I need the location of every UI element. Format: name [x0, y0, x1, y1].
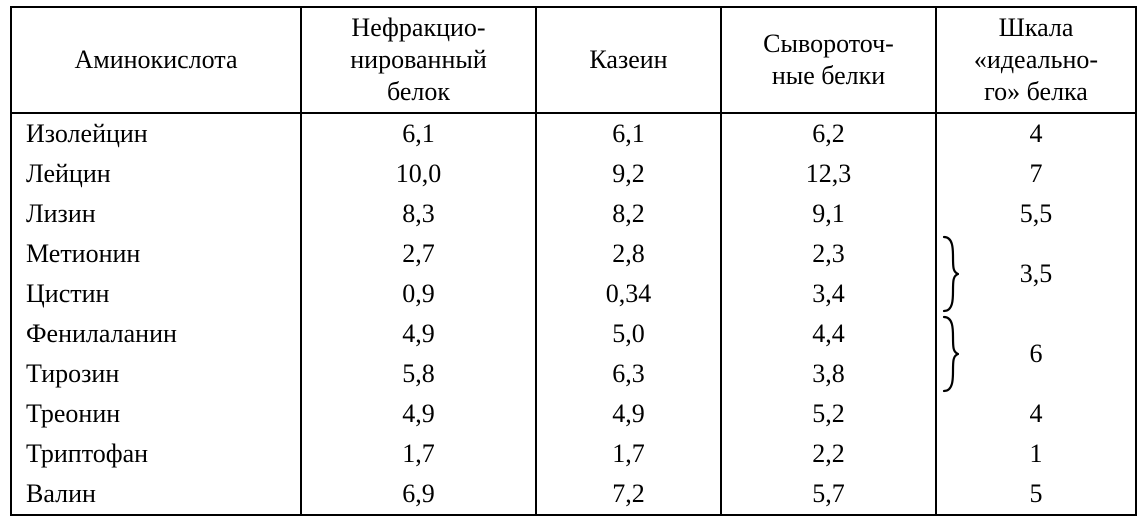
table-row: Лейцин10,09,212,37: [11, 154, 1136, 194]
cell-ideal: 4: [936, 113, 1136, 154]
col-header-casein: Казеин: [536, 7, 721, 113]
cell-ideal-value: 3,5: [977, 254, 1125, 294]
table-body: Изолейцин6,16,16,24Лейцин10,09,212,37Лиз…: [11, 113, 1136, 515]
cell-amino-name: Треонин: [11, 394, 301, 434]
table-row: Треонин4,94,95,24: [11, 394, 1136, 434]
cell-whey: 12,3: [721, 154, 936, 194]
cell-amino-name: Метионин: [11, 234, 301, 274]
cell-amino-name: Фенилаланин: [11, 314, 301, 354]
cell-casein: 8,2: [536, 194, 721, 234]
cell-whey: 2,3: [721, 234, 936, 274]
cell-unfractionated: 6,9: [301, 474, 536, 515]
brace-group: 6: [947, 314, 1125, 394]
cell-amino-name: Лейцин: [11, 154, 301, 194]
cell-whey: 4,4: [721, 314, 936, 354]
cell-whey: 2,2: [721, 434, 936, 474]
cell-whey: 5,7: [721, 474, 936, 515]
cell-unfractionated: 2,7: [301, 234, 536, 274]
cell-whey: 6,2: [721, 113, 936, 154]
table-row: Валин6,97,25,75: [11, 474, 1136, 515]
table-row: Лизин8,38,29,15,5: [11, 194, 1136, 234]
cell-whey: 3,8: [721, 354, 936, 394]
col-header-amino: Аминокислота: [11, 7, 301, 113]
cell-unfractionated: 4,9: [301, 394, 536, 434]
cell-unfractionated: 8,3: [301, 194, 536, 234]
col-header-ideal-text: Шкала«идеально-го» белка: [974, 13, 1098, 106]
cell-whey: 9,1: [721, 194, 936, 234]
cell-casein: 7,2: [536, 474, 721, 515]
amino-acid-table: Аминокислота Нефракцио-нированныйбелок К…: [10, 6, 1137, 516]
col-header-unfractionated-text: Нефракцио-нированныйбелок: [350, 13, 487, 106]
cell-amino-name: Триптофан: [11, 434, 301, 474]
cell-amino-name: Цистин: [11, 274, 301, 314]
table-row: Фенилаланин4,95,04,46: [11, 314, 1136, 354]
cell-ideal: 1: [936, 434, 1136, 474]
cell-ideal: 7: [936, 154, 1136, 194]
table-row: Триптофан1,71,72,21: [11, 434, 1136, 474]
cell-amino-name: Лизин: [11, 194, 301, 234]
cell-casein: 4,9: [536, 394, 721, 434]
col-header-whey: Сывороточ-ные белки: [721, 7, 936, 113]
table-header-row: Аминокислота Нефракцио-нированныйбелок К…: [11, 7, 1136, 113]
cell-unfractionated: 10,0: [301, 154, 536, 194]
cell-unfractionated: 6,1: [301, 113, 536, 154]
table-row: Изолейцин6,16,16,24: [11, 113, 1136, 154]
cell-whey: 3,4: [721, 274, 936, 314]
col-header-casein-text: Казеин: [589, 45, 667, 74]
cell-casein: 6,1: [536, 113, 721, 154]
cell-ideal-grouped: 6: [936, 314, 1136, 394]
cell-whey: 5,2: [721, 394, 936, 434]
table-row: Метионин2,72,82,33,5: [11, 234, 1136, 274]
curly-brace-icon: [941, 315, 959, 393]
cell-casein: 9,2: [536, 154, 721, 194]
curly-brace-icon: [941, 235, 959, 313]
cell-unfractionated: 5,8: [301, 354, 536, 394]
cell-amino-name: Тирозин: [11, 354, 301, 394]
col-header-whey-text: Сывороточ-ные белки: [763, 29, 894, 90]
cell-casein: 5,0: [536, 314, 721, 354]
brace-group: 3,5: [947, 234, 1125, 314]
cell-unfractionated: 1,7: [301, 434, 536, 474]
cell-unfractionated: 0,9: [301, 274, 536, 314]
cell-casein: 6,3: [536, 354, 721, 394]
cell-casein: 1,7: [536, 434, 721, 474]
cell-amino-name: Валин: [11, 474, 301, 515]
col-header-amino-text: Аминокислота: [75, 45, 238, 74]
col-header-unfractionated: Нефракцио-нированныйбелок: [301, 7, 536, 113]
col-header-ideal: Шкала«идеально-го» белка: [936, 7, 1136, 113]
cell-ideal-grouped: 3,5: [936, 234, 1136, 314]
cell-ideal-value: 6: [977, 334, 1125, 374]
cell-casein: 2,8: [536, 234, 721, 274]
cell-amino-name: Изолейцин: [11, 113, 301, 154]
cell-unfractionated: 4,9: [301, 314, 536, 354]
cell-ideal: 5: [936, 474, 1136, 515]
cell-ideal: 5,5: [936, 194, 1136, 234]
cell-ideal: 4: [936, 394, 1136, 434]
cell-casein: 0,34: [536, 274, 721, 314]
